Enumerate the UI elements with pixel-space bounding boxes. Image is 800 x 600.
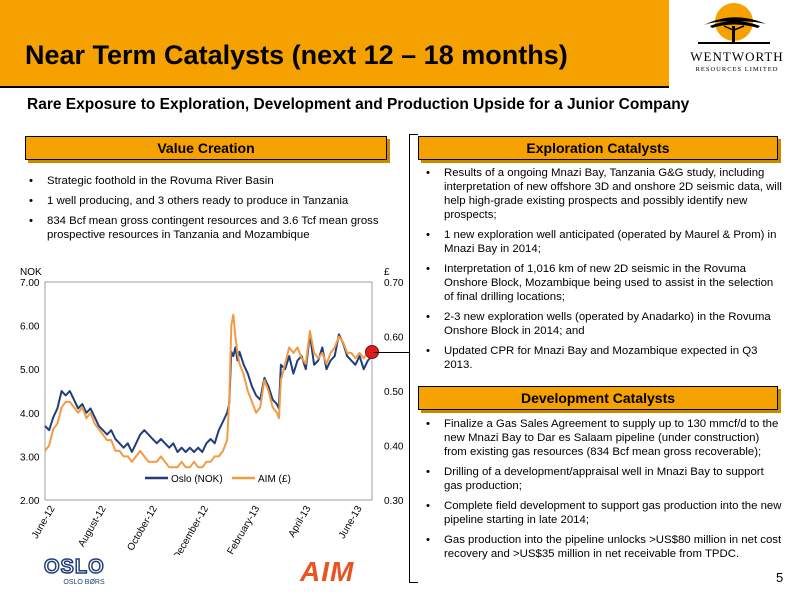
acacia-tree-icon [698, 3, 770, 44]
list-item: • Drilling of a development/appraisal wel… [426, 466, 764, 492]
x-tick-label: October-12 [125, 504, 160, 553]
aim-logo: AIM [300, 556, 354, 588]
page-title: Near Term Catalysts (next 12 – 18 months… [25, 40, 568, 70]
exploration-list: • Results of a ongoing Mnazi Bay, Tanzani… [422, 166, 782, 378]
x-tick-label: December-12 [171, 504, 211, 555]
right-tick-label: 0.50 [384, 387, 404, 398]
bullet-icon: • [426, 418, 430, 430]
bullet-icon: • [426, 263, 430, 275]
list-item: • Complete field development to support g… [426, 500, 782, 526]
page-number: 5 [776, 570, 784, 585]
development-heading: Development Catalysts [418, 386, 778, 410]
bullet-icon: • [426, 534, 430, 546]
x-tick-label: August-12 [76, 504, 109, 549]
left-tick-label: 5.00 [20, 365, 40, 376]
value-creation-list: • Strategic foothold in the Rovuma River … [25, 174, 385, 248]
left-tick-label: 4.00 [20, 409, 40, 420]
aim-legend-label: AIM (£) [258, 474, 291, 485]
list-item: • Results of a ongoing Mnazi Bay, Tanzani… [426, 167, 782, 221]
oslo-bors-logo: OSLO OSLO BØRS [43, 555, 124, 586]
bullet-icon: • [426, 311, 430, 323]
bullet-icon: • [426, 500, 430, 512]
right-tick-label: 0.30 [384, 496, 404, 507]
oslo-logo-subtext: OSLO BØRS [63, 579, 105, 586]
oslo-series-line [44, 333, 373, 453]
right-axis-unit: £ [384, 267, 390, 278]
aim-logo-text: AIM [300, 556, 355, 587]
bullet-icon: • [426, 466, 430, 478]
bullet-icon: • [426, 167, 430, 179]
list-item: • Strategic foothold in the Rovuma River … [29, 175, 274, 187]
development-list: • Finalize a Gas Sales Agreement to suppl… [422, 417, 782, 567]
list-item: • 1 well producing, and 3 others ready to… [29, 195, 349, 207]
logo-subtext: RESOURCES LIMITED [695, 66, 779, 73]
oslo-legend-label: Oslo (NOK) [171, 474, 223, 485]
left-tick-label: 7.00 [20, 278, 40, 289]
legend-box [140, 469, 310, 487]
list-item: • Gas production into the pipeline unlock… [426, 534, 782, 560]
header-bar: Near Term Catalysts (next 12 – 18 months… [0, 0, 669, 88]
list-item: • 1 new exploration well anticipated (ope… [426, 229, 777, 255]
left-tick-label: 3.00 [20, 452, 40, 463]
plot-frame [44, 281, 373, 501]
list-item: • 834 Bcf mean gross contingent resources… [29, 215, 379, 241]
bullet-icon: • [29, 175, 33, 187]
right-tick-label: 0.70 [384, 278, 404, 289]
left-tick-label: 6.00 [20, 322, 40, 333]
value-creation-heading: Value Creation [25, 136, 387, 160]
list-item: • 2-3 new exploration wells (operated by … [426, 311, 771, 337]
left-axis-unit: NOK [20, 267, 42, 278]
bullet-icon: • [29, 215, 33, 227]
bullet-icon: • [426, 345, 430, 357]
callout-line [373, 352, 410, 353]
bullet-icon: • [29, 195, 33, 207]
left-tick-label: 2.00 [20, 496, 40, 507]
price-chart: NOK £7.00 6.00 5.00 4.00 3.00 2.00 0.70 0.60 0.50… [20, 267, 404, 555]
bullet-icon: • [426, 229, 430, 241]
right-tick-label: 0.60 [384, 333, 404, 344]
oslo-logo-text: OSLO [43, 555, 105, 579]
list-item: • Finalize a Gas Sales Agreement to suppl… [426, 418, 779, 458]
list-item: • Updated CPR for Mnazi Bay and Mozambiqu… [426, 345, 758, 371]
exploration-heading: Exploration Catalysts [418, 136, 778, 160]
x-tick-label: June-13 [337, 504, 365, 541]
wentworth-logo: WENTWORTH RESOURCES LIMITED [674, 0, 800, 86]
aim-series-line [44, 313, 372, 469]
x-tick-label: April-13 [287, 504, 314, 540]
x-tick-label: February-13 [226, 504, 263, 555]
subtitle: Rare Exposure to Exploration, Developmen… [27, 96, 690, 113]
logo-name: WENTWORTH [690, 49, 784, 64]
x-tick-label: June-12 [30, 504, 58, 541]
list-item: • Interpretation of 1,016 km of new 2D se… [426, 263, 774, 303]
catalysts-bracket [409, 134, 418, 583]
right-tick-label: 0.40 [384, 442, 404, 453]
